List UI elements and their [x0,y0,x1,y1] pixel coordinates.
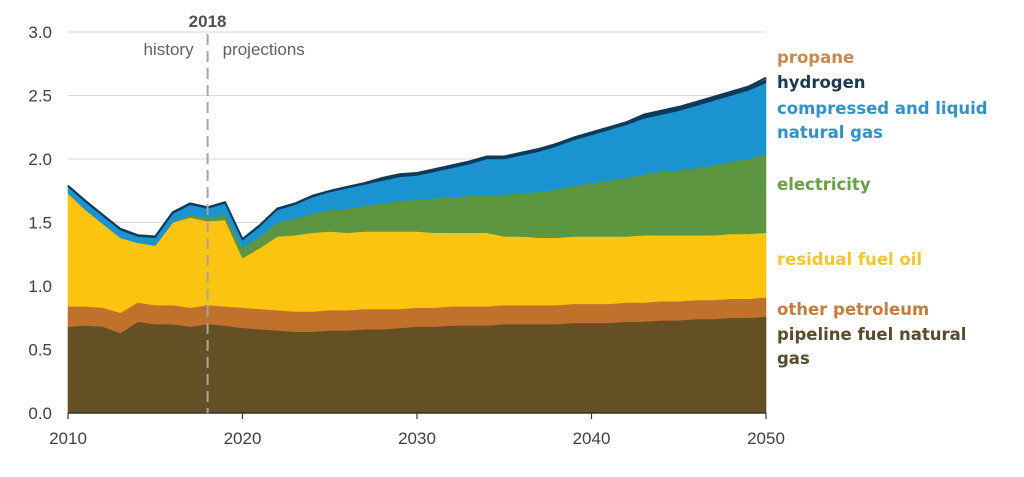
x-tick-label: 2010 [49,429,87,448]
x-tick-label: 2020 [224,429,262,448]
y-tick-label: 3.0 [28,23,52,42]
legend-label-line: natural gas [777,123,883,142]
y-tick-label: 1.0 [28,277,52,296]
annotations: 2018 history projections [144,12,305,413]
legend-label-line: propane [777,48,855,67]
legend-item-hydrogen: hydrogen [777,71,866,95]
x-tick-label: 2040 [573,429,611,448]
legend-label-line: compressed and liquid [777,99,988,118]
stacked-areas [67,76,767,414]
y-tick-label: 0.5 [28,341,52,360]
legend-item-pipeline-fuel-natural-gas: pipeline fuel natural gas [777,323,966,371]
legend-label-line: other petroleum [777,300,930,319]
legend-label-line: pipeline fuel natural [777,325,967,344]
legend-item-other-petroleum: other petroleum [777,298,929,322]
legend-label-line: gas [777,349,810,368]
projections-label: projections [223,40,305,59]
legend-item-compressed-and-liquid-natural-gas: compressed and liquid natural gas [777,97,988,145]
x-tick-label: 2030 [398,429,436,448]
legend-item-residual-fuel-oil: residual fuel oil [777,248,922,272]
y-tick-label: 0.0 [28,404,52,423]
y-tick-label: 1.5 [28,214,52,233]
legend: propane hydrogen compressed and liquid natu… [777,0,1024,477]
axes: 2010 2020 2030 2040 2050 [49,412,785,448]
y-tick-label: 2.5 [28,87,52,106]
legend-item-propane: propane [777,46,854,70]
history-label: history [144,40,195,59]
legend-label-line: electricity [777,175,871,194]
x-tick-label: 2050 [747,429,785,448]
legend-item-electricity: electricity [777,173,871,197]
legend-label-line: residual fuel oil [777,250,923,269]
divider-year-label: 2018 [189,12,227,31]
area-pipeline-fuel-natural-gas [67,316,767,414]
legend-label-line: hydrogen [777,73,866,92]
stack-top-line [67,76,767,241]
y-tick-label: 2.0 [28,150,52,169]
